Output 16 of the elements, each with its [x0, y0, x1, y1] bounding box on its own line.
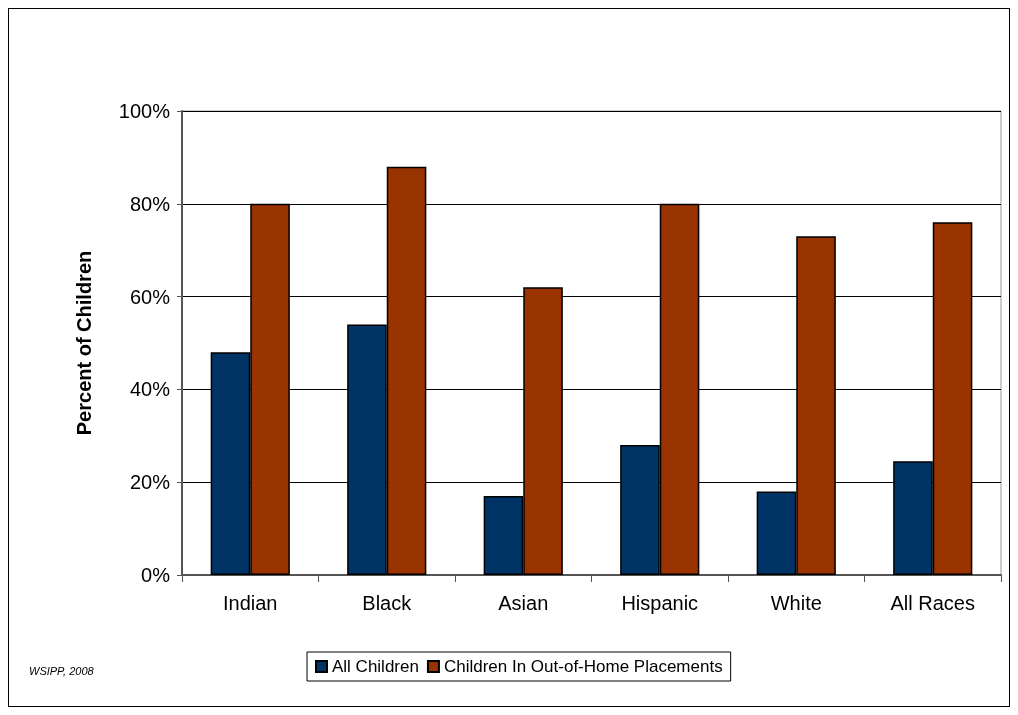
x-tick-label: Hispanic: [621, 592, 699, 614]
x-tick-label: Asian: [498, 592, 549, 614]
y-tick-label: 80%: [129, 192, 171, 215]
legend-label: Children In Out-of-Home Placements: [443, 657, 723, 676]
x-tick-label: White: [770, 592, 822, 614]
legend-label: All Children: [332, 657, 419, 676]
y-axis-title: Percent of Children: [73, 250, 95, 436]
x-tick-label: Black: [362, 592, 413, 614]
y-tick-label: 100%: [118, 100, 171, 122]
x-tick-label: Indian: [223, 592, 278, 614]
text: WSIPP, 2008: [29, 664, 95, 677]
y-tick-label: 0%: [141, 564, 171, 586]
x-tick-label: All Races: [890, 592, 975, 614]
y-tick-label: 60%: [129, 285, 171, 308]
y-tick-label: 40%: [129, 378, 171, 401]
y-tick-label: 20%: [129, 471, 171, 494]
